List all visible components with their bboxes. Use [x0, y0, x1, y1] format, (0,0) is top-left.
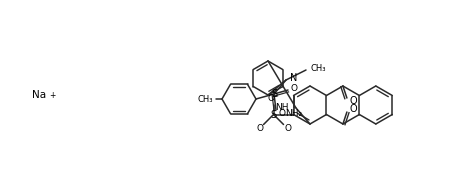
Text: CH₃: CH₃: [197, 95, 213, 103]
Text: O: O: [290, 83, 298, 93]
Text: O: O: [279, 108, 285, 117]
Text: CH₃: CH₃: [310, 64, 326, 72]
Text: O: O: [284, 124, 291, 133]
Text: S: S: [271, 110, 276, 120]
Text: O: O: [256, 124, 263, 133]
Text: O⁻: O⁻: [268, 94, 280, 103]
Text: S: S: [271, 89, 277, 99]
Text: N: N: [290, 73, 297, 83]
Text: O: O: [349, 104, 357, 114]
Text: +: +: [49, 91, 55, 100]
Text: NH: NH: [276, 103, 289, 112]
Text: Na: Na: [32, 90, 46, 100]
Text: NH₂: NH₂: [285, 109, 302, 118]
Text: O: O: [349, 96, 357, 106]
